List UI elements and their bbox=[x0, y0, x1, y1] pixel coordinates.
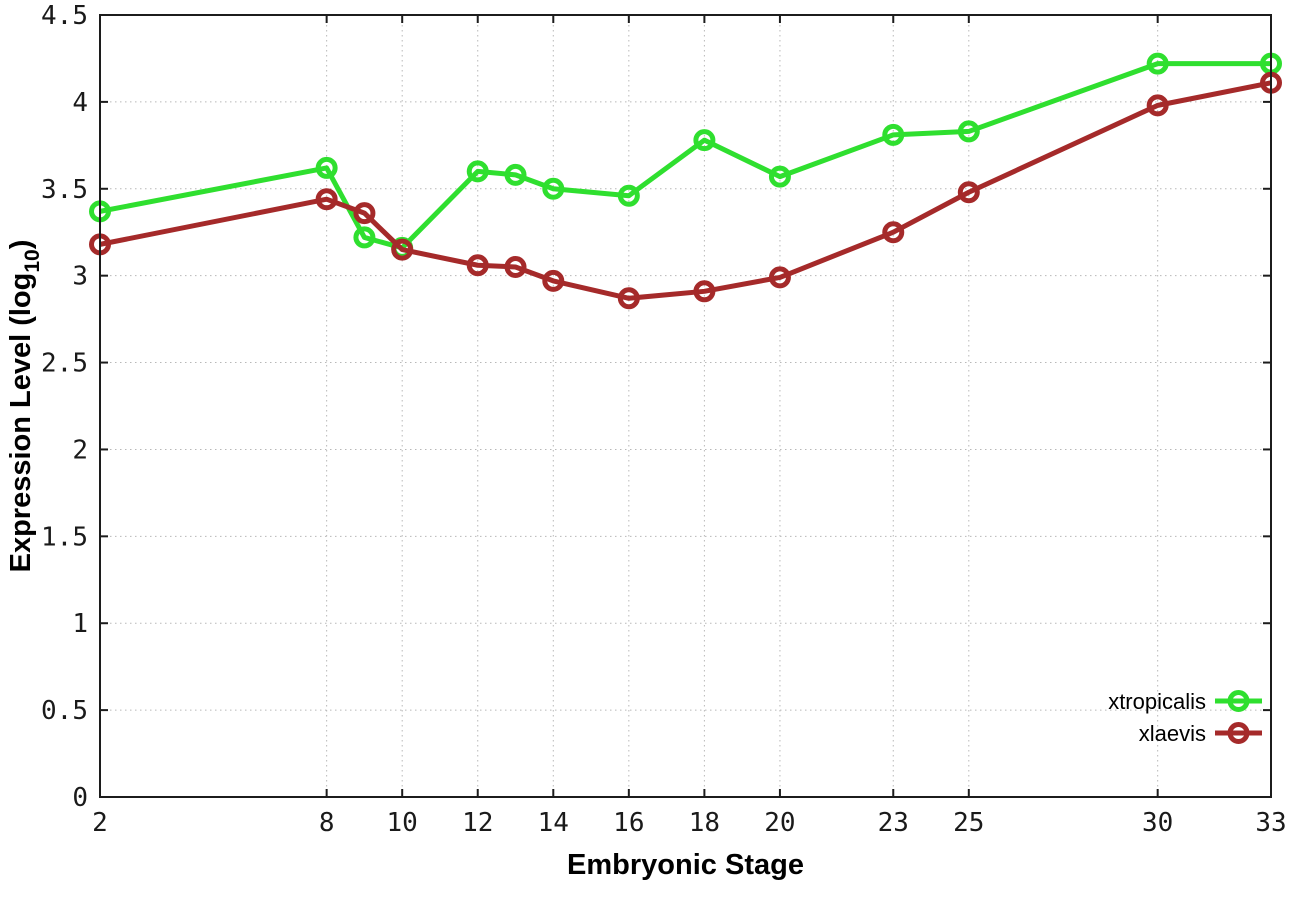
legend-item-xtropicalis: xtropicalis bbox=[1108, 689, 1262, 714]
series-marker-xtropicalis bbox=[957, 120, 980, 143]
series-marker-xlaevis bbox=[617, 287, 640, 310]
series-marker-xtropicalis bbox=[542, 177, 565, 200]
series-marker-xlaevis bbox=[353, 202, 376, 225]
series-marker-xlaevis bbox=[391, 238, 414, 261]
y-tick-label: 2 bbox=[72, 435, 88, 465]
legend-marker-xlaevis bbox=[1227, 722, 1250, 744]
series-marker-xtropicalis bbox=[768, 165, 791, 188]
y-tick-label: 3.5 bbox=[41, 175, 88, 205]
y-tick-label: 4 bbox=[72, 88, 88, 118]
x-axis-title: Embryonic Stage bbox=[567, 849, 804, 881]
series-marker-xtropicalis bbox=[1146, 52, 1169, 75]
series-marker-xtropicalis bbox=[693, 129, 716, 152]
y-tick-label: 2.5 bbox=[41, 349, 88, 379]
series-marker-xtropicalis bbox=[353, 226, 376, 249]
x-tick-label: 2 bbox=[92, 808, 108, 838]
y-tick-label: 0 bbox=[72, 783, 88, 813]
series-xtropicalis bbox=[89, 52, 1282, 259]
y-tick-label: 1.5 bbox=[41, 522, 88, 552]
y-tick-label: 3 bbox=[72, 262, 88, 292]
series-marker-xlaevis bbox=[693, 280, 716, 303]
series-marker-xlaevis bbox=[882, 221, 905, 244]
y-tick-label: 4.5 bbox=[41, 1, 88, 31]
series-xlaevis bbox=[89, 71, 1282, 310]
series-marker-xlaevis bbox=[315, 188, 338, 211]
series-marker-xlaevis bbox=[768, 266, 791, 289]
series-marker-xlaevis bbox=[1146, 94, 1169, 117]
x-tick-label: 30 bbox=[1142, 808, 1173, 838]
series-marker-xtropicalis bbox=[466, 160, 489, 183]
x-tick-label: 16 bbox=[613, 808, 644, 838]
series-group bbox=[89, 52, 1282, 310]
tick-labels: 2 8 10 12 14 16 18 20 23 25 30 33 0 0.5 1 1.5 2 2.5 3 3.5 4 4… bbox=[41, 1, 1287, 838]
series-marker-xtropicalis bbox=[315, 156, 338, 179]
x-tick-label: 33 bbox=[1255, 808, 1286, 838]
x-tick-label: 18 bbox=[689, 808, 720, 838]
plot-border bbox=[99, 14, 1272, 798]
series-marker-xlaevis bbox=[466, 254, 489, 277]
series-marker-xtropicalis bbox=[617, 184, 640, 207]
series-marker-xlaevis bbox=[542, 269, 565, 292]
y-tick-label: 0.5 bbox=[41, 696, 88, 726]
legend-marker-xtropicalis bbox=[1227, 690, 1250, 712]
x-tick-label: 23 bbox=[878, 808, 909, 838]
legend-item-xlaevis: xlaevis bbox=[1139, 721, 1262, 746]
x-tick-label: 25 bbox=[953, 808, 984, 838]
x-tick-label: 20 bbox=[764, 808, 795, 838]
y-tick-label: 1 bbox=[72, 609, 88, 639]
x-tick-label: 8 bbox=[319, 808, 335, 838]
series-marker-xlaevis bbox=[504, 255, 527, 278]
y-axis-title: Expression Level (log10) bbox=[5, 240, 44, 573]
x-tick-label: 14 bbox=[538, 808, 569, 838]
legend: xtropicalis xlaevis bbox=[1108, 689, 1262, 746]
tick-marks bbox=[99, 14, 1272, 798]
legend-label-xlaevis: xlaevis bbox=[1139, 721, 1206, 746]
series-marker-xtropicalis bbox=[504, 163, 527, 186]
series-marker-xtropicalis bbox=[882, 123, 905, 146]
series-marker-xlaevis bbox=[957, 181, 980, 204]
legend-label-xtropicalis: xtropicalis bbox=[1108, 689, 1206, 714]
gridlines bbox=[100, 15, 1271, 797]
x-tick-label: 12 bbox=[462, 808, 493, 838]
x-tick-label: 10 bbox=[387, 808, 418, 838]
